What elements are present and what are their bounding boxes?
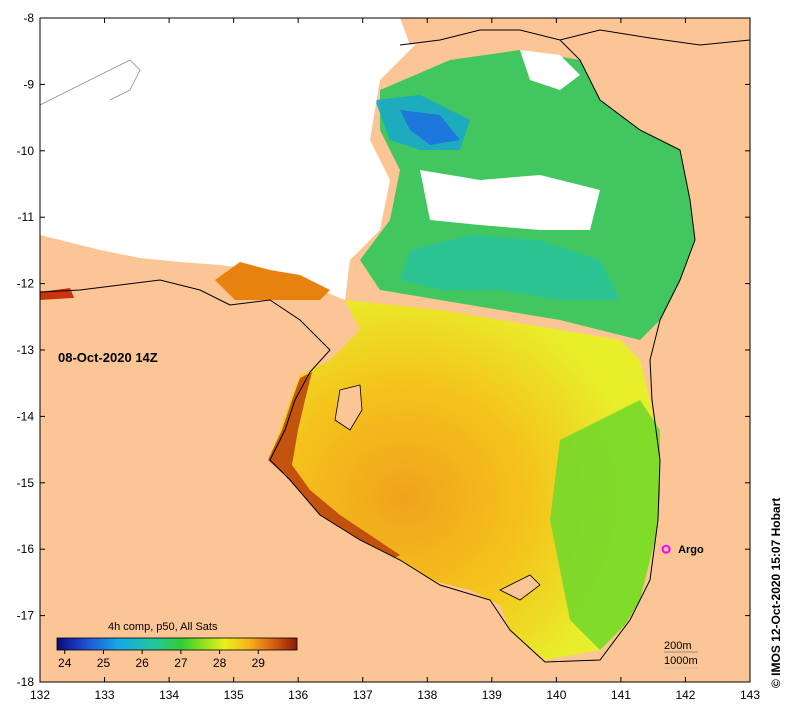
argo-marker-icon [661, 544, 671, 554]
lat-tick-label: -10 [17, 144, 35, 158]
lon-tick-label: 136 [288, 688, 308, 702]
isobath-legend-1000m: 1000m [664, 655, 698, 667]
lon-tick-label: 138 [417, 688, 437, 702]
lon-tick-label: 139 [482, 688, 502, 702]
mid-teal-band [400, 235, 620, 300]
isobath-legend-200m: 200m [664, 640, 692, 652]
coastal-warm-band [268, 372, 400, 560]
colorbar-tick-label: 27 [174, 656, 188, 670]
lat-tick-label: -13 [17, 343, 35, 357]
colorbar-tick-label: 26 [135, 656, 149, 670]
no-data-central [420, 170, 600, 230]
lon-tick-label: 141 [611, 688, 631, 702]
isobath-line [40, 59, 141, 106]
coastline [40, 39, 696, 663]
lon-tick-label: 137 [353, 688, 373, 702]
colorbar-tick-label: 24 [58, 656, 72, 670]
argo-float-marker: Argo [661, 544, 704, 556]
eastern-green-water [550, 400, 660, 650]
latitude-axis: -8 -9 -10 -11 -12 -13 -14 -15 -16 -17 -18 [17, 11, 750, 689]
lat-tick-label: -18 [17, 675, 35, 689]
lon-tick-label: 140 [546, 688, 566, 702]
blue-patch [400, 110, 460, 145]
longitude-axis: 132 133 134 135 136 137 138 139 140 141 142 143 [30, 18, 760, 702]
lon-tick-label: 142 [675, 688, 695, 702]
no-data-ne [520, 50, 580, 90]
colorbar [56, 637, 298, 651]
lat-tick-label: -11 [18, 210, 35, 224]
lat-tick-label: -8 [23, 11, 34, 25]
lat-tick-label: -16 [17, 542, 35, 556]
colorbar-tick-label: 28 [213, 656, 227, 670]
cape-york-land [560, 18, 750, 682]
lat-tick-label: -14 [17, 409, 35, 423]
lat-tick-label: -17 [17, 609, 35, 623]
composite-label: 4h comp, p50, All Sats [108, 621, 218, 633]
arnhem-warm-patch [215, 262, 330, 300]
date-label: 08-Oct-2020 14Z [58, 350, 158, 365]
colorbar-ticks: 24 25 26 27 28 29 [58, 650, 265, 670]
imos-credit: © IMOS 12-Oct-2020 15:07 Hobart [769, 498, 783, 688]
mornington-island [499, 574, 541, 601]
new-guinea-land [400, 18, 750, 45]
lon-tick-label: 135 [224, 688, 244, 702]
groote-eylandt [334, 384, 363, 431]
lat-tick-label: -9 [23, 77, 34, 91]
lon-tick-label: 133 [95, 688, 115, 702]
lon-tick-label: 134 [159, 688, 179, 702]
north-coastline [399, 29, 750, 46]
lon-tick-label: 143 [740, 688, 760, 702]
colorbar-tick-label: 29 [252, 656, 266, 670]
lat-tick-label: -15 [17, 476, 35, 490]
gulf-south-coast-land [40, 290, 750, 682]
lon-tick-label: 132 [30, 688, 50, 702]
argo-label: Argo [678, 544, 704, 556]
no-data-west [40, 18, 420, 300]
lat-tick-label: -12 [17, 277, 35, 291]
colorbar-tick-label: 25 [97, 656, 111, 670]
